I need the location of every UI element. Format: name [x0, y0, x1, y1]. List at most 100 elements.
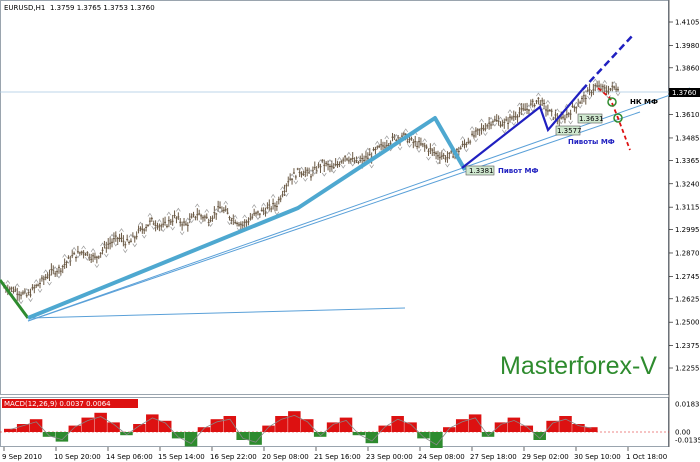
fractal-down-marker — [549, 117, 554, 122]
pivot-mf-label: Пивот МФ — [498, 167, 538, 175]
time-tick-label: 29 Sep 02:00 — [522, 453, 569, 461]
macd-bar — [275, 416, 288, 432]
price-tick-label: 1.2745 — [675, 273, 700, 281]
fractal-down-marker — [18, 300, 24, 305]
price-tick-label: 1.3980 — [675, 42, 700, 50]
fractal-up-marker — [308, 169, 314, 174]
fractal-down-marker — [321, 172, 327, 177]
time-tick-label: 20 Sep 08:00 — [262, 453, 309, 461]
fractal-up-marker — [498, 116, 503, 121]
macd-bar — [494, 422, 508, 432]
fractal-up-marker — [166, 211, 172, 216]
fractal-down-marker — [312, 170, 318, 175]
macd-bar — [223, 416, 237, 432]
fractal-down-marker — [179, 231, 185, 236]
fractal-up-marker — [611, 81, 617, 85]
fractal-down-marker — [473, 138, 479, 143]
fractal-down-marker — [293, 180, 299, 185]
macd-bar — [4, 428, 17, 432]
macd-bar — [520, 425, 534, 432]
horizontal-support-line — [29, 307, 406, 319]
svg-text:1.3631: 1.3631 — [579, 115, 604, 123]
fractal-up-marker — [62, 253, 67, 258]
price-tick-label: 1.3240 — [675, 180, 700, 188]
price-tick-label: 1.2625 — [675, 295, 700, 303]
macd-bar — [352, 432, 366, 436]
fractal-up-marker — [337, 156, 342, 161]
price-tick-label: 1.3610 — [675, 111, 700, 119]
fractal-down-marker — [122, 249, 128, 254]
fractal-down-marker — [208, 223, 213, 228]
indicator-axis: 0.0183 0.00-0.0135 — [675, 401, 700, 445]
time-axis: 9 Sep 2010 10 Sep 20:00 14 Sep 06:00 15 Sep… — [2, 447, 667, 461]
macd-bar — [546, 420, 559, 432]
macd-bar — [120, 432, 133, 436]
fractal-up-marker — [375, 140, 380, 145]
macd-bar — [29, 419, 43, 432]
fractal-down-marker — [56, 274, 62, 279]
time-tick-label: 9 Sep 2010 — [2, 453, 42, 461]
macd-bar — [249, 432, 262, 445]
fractal-down-marker — [331, 169, 337, 174]
green-segment — [0, 279, 30, 319]
indicator-tick-label: 0.0183 — [675, 401, 700, 409]
fractal-up-marker — [138, 221, 143, 226]
time-tick-label: 21 Sep 16:00 — [314, 453, 361, 461]
time-tick-label: 14 Sep 06:00 — [106, 453, 153, 461]
fractal-up-marker — [422, 138, 427, 143]
fractal-down-marker — [606, 95, 611, 100]
fractal-up-marker — [346, 151, 352, 156]
fractal-down-marker — [255, 216, 261, 221]
fractal-up-marker — [393, 134, 399, 138]
level-box-3: 1.3631 — [577, 113, 604, 124]
macd-bar — [146, 414, 159, 432]
macd-bar — [533, 432, 546, 440]
fractal-up-marker — [555, 108, 560, 113]
fractal-down-marker — [426, 156, 431, 161]
fractal-up-marker — [574, 101, 579, 106]
fractal-down-marker — [416, 149, 422, 153]
time-tick-label: 30 Sep 10:00 — [574, 453, 621, 461]
fractal-up-marker — [147, 212, 153, 217]
macd-bar — [585, 427, 598, 432]
fractal-down-marker — [397, 146, 403, 151]
macd-bar — [507, 417, 521, 432]
fractal-down-marker — [435, 160, 441, 165]
current-price-tag — [669, 88, 700, 97]
fractal-up-marker — [119, 228, 124, 232]
time-tick-label: 24 Sep 08:00 — [418, 453, 465, 461]
macd-bar — [197, 427, 211, 432]
price-tick-label: 1.3365 — [675, 157, 700, 165]
cyan-trend-wave — [27, 116, 467, 320]
fractal-down-marker — [217, 209, 223, 214]
fractal-up-marker — [90, 248, 96, 252]
watermark: Masterforex-V — [500, 352, 657, 380]
fractal-up-marker — [100, 242, 105, 247]
macd-bar — [55, 432, 69, 442]
macd-bar — [559, 416, 572, 432]
fractal-down-marker — [587, 95, 592, 100]
fractal-down-marker — [303, 177, 308, 182]
fractal-up-marker — [460, 136, 465, 140]
fractal-up-marker — [81, 245, 86, 250]
fractal-up-marker — [327, 159, 333, 163]
fractal-down-marker — [47, 281, 52, 286]
blue-projection — [581, 34, 634, 91]
fractal-up-marker — [232, 214, 238, 219]
fractal-down-marker — [151, 226, 157, 230]
channel-line-lower — [27, 111, 641, 322]
fractal-down-marker — [94, 264, 100, 269]
fractal-up-marker — [5, 279, 11, 284]
nk-mf-circle — [607, 97, 617, 107]
macd-bar — [378, 425, 391, 432]
fractal-up-marker — [592, 78, 598, 83]
ohlc-readout: 1.3759 1.3765 1.3753 1.3760 — [50, 4, 155, 12]
macd-bar — [16, 424, 30, 432]
fractal-up-marker — [71, 246, 77, 251]
macd-bar — [107, 422, 120, 432]
fractal-down-marker — [66, 259, 71, 264]
macd-bar — [313, 432, 327, 437]
price-tick-label: 1.3485 — [675, 134, 700, 142]
macd-bar — [81, 417, 94, 432]
